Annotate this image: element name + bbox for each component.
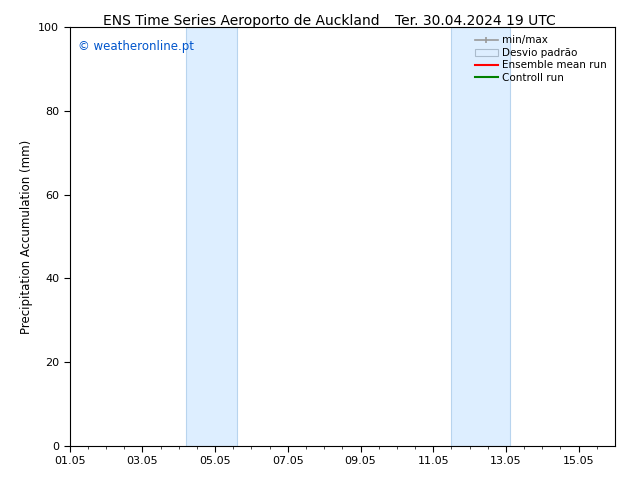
Text: © weatheronline.pt: © weatheronline.pt — [78, 40, 194, 52]
Text: Ter. 30.04.2024 19 UTC: Ter. 30.04.2024 19 UTC — [395, 14, 556, 28]
Bar — [186, 27, 237, 446]
Bar — [451, 27, 510, 446]
Y-axis label: Precipitation Accumulation (mm): Precipitation Accumulation (mm) — [20, 139, 33, 334]
Text: ENS Time Series Aeroporto de Auckland: ENS Time Series Aeroporto de Auckland — [103, 14, 379, 28]
Legend: min/max, Desvio padrão, Ensemble mean run, Controll run: min/max, Desvio padrão, Ensemble mean ru… — [472, 32, 610, 86]
